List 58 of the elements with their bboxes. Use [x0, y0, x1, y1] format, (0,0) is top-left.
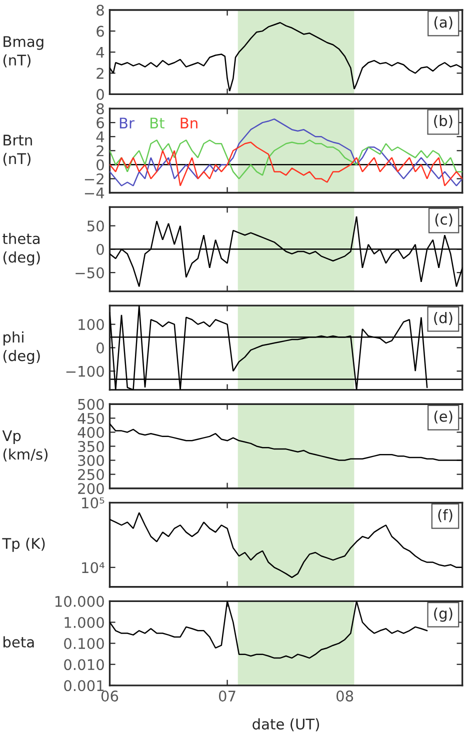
y-tick-label: 6 — [96, 26, 104, 37]
y-tick-label: 0 — [96, 342, 104, 354]
line-series — [110, 601, 428, 659]
y-tick-label: 10⁴ — [82, 562, 104, 574]
y-tick-label: −2 — [84, 173, 104, 184]
y-tick-label: 6 — [96, 117, 104, 128]
annotation: (g) — [434, 608, 452, 622]
annotation: (d) — [434, 312, 452, 326]
y-tick-label: 4 — [96, 132, 104, 142]
x-tick-label: 08 — [336, 690, 354, 702]
y-tick-label: 350 — [78, 440, 104, 452]
y-axis-title: phi (deg) — [3, 331, 40, 364]
y-tick-label: 100 — [78, 319, 104, 330]
y-tick-label: 0 — [96, 244, 104, 255]
y-tick-label: 500 — [78, 398, 104, 410]
y-tick-label: 0 — [96, 88, 104, 100]
y-tick-label: 0 — [96, 159, 104, 170]
annotation: (c) — [435, 214, 452, 226]
line-series — [110, 216, 462, 288]
y-tick-label: 8 — [96, 103, 104, 114]
y-tick-label: 2 — [96, 68, 104, 79]
x-tick-label: 07 — [218, 690, 236, 702]
series-label: Bn — [180, 118, 198, 128]
y-tick-label: 200 — [78, 483, 104, 494]
annotation: (f) — [438, 509, 452, 522]
annotation: (a) — [434, 16, 452, 30]
y-axis-title: theta (deg) — [2, 232, 40, 266]
x-axis-title: date (UT) — [252, 718, 320, 732]
y-tick-label: 450 — [78, 412, 104, 424]
y-tick-label: 2 — [96, 145, 104, 156]
x-tick-label: 06 — [101, 690, 118, 702]
y-tick-label: −4 — [84, 188, 104, 198]
y-tick-label: 0.010 — [64, 659, 104, 670]
line-series — [110, 139, 462, 180]
y-axis-title: Bmag (nT) — [3, 36, 44, 68]
y-tick-label: 300 — [78, 455, 104, 466]
y-tick-label: 10.000 — [55, 596, 104, 607]
y-tick-label: −50 — [76, 267, 104, 278]
y-tick-label: 1.000 — [64, 616, 104, 628]
line-series — [110, 423, 462, 461]
y-tick-label: 250 — [78, 469, 104, 480]
y-tick-label: 4 — [96, 47, 104, 58]
y-tick-label: 0.001 — [64, 680, 104, 692]
y-tick-label: −100 — [66, 366, 104, 377]
annotation: (e) — [434, 410, 452, 424]
annotation: (b) — [434, 114, 452, 128]
text: Br — [120, 118, 134, 128]
y-tick-label: 8 — [96, 4, 104, 16]
y-tick-label: 0.100 — [64, 638, 104, 650]
y-axis-title: beta — [4, 636, 34, 648]
y-axis-title: Vp (km/s) — [2, 430, 48, 462]
y-axis-title: Brtn (nT) — [3, 134, 32, 166]
line-series — [110, 142, 462, 186]
y-tick-label: 400 — [78, 426, 104, 438]
y-tick-label: 10⁵ — [82, 497, 104, 508]
y-axis-title: Tp (K) — [2, 538, 45, 552]
series-label: Bt — [150, 118, 164, 128]
y-tick-label: 50 — [87, 220, 104, 232]
